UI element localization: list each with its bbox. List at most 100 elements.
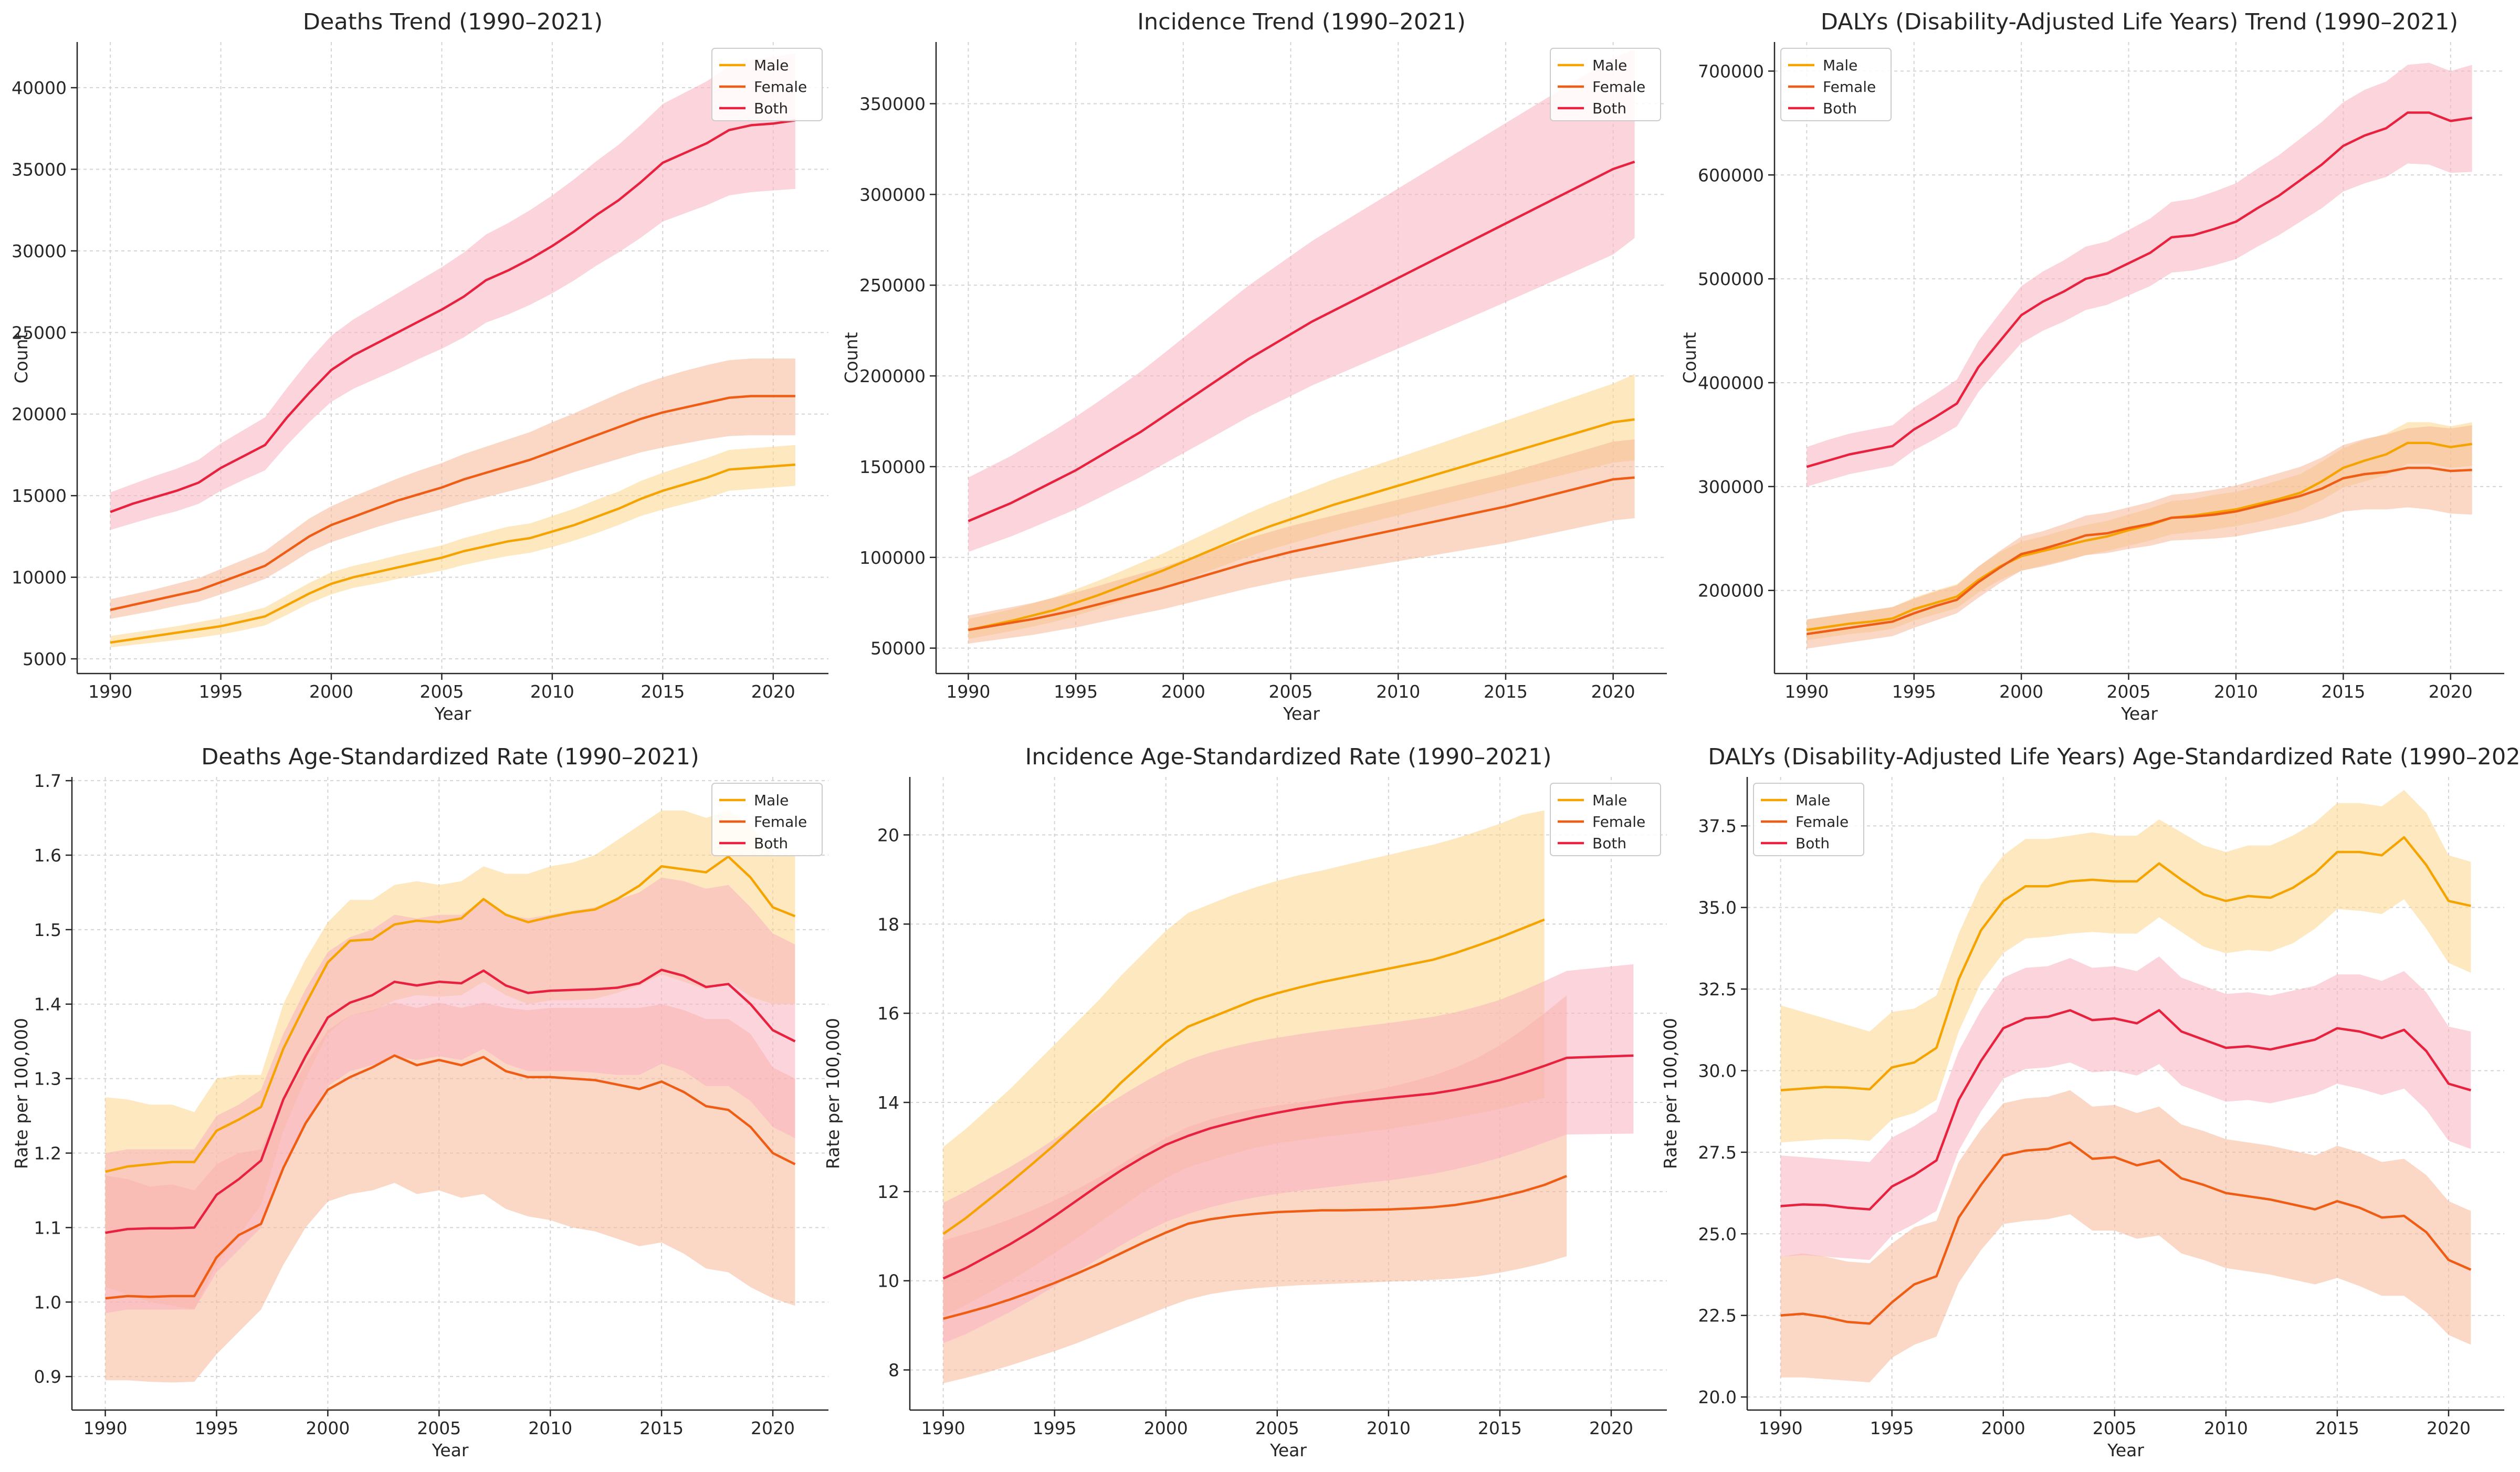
y-axis-label: Count bbox=[841, 332, 862, 383]
y-axis-label: Count bbox=[1679, 332, 1700, 383]
legend-frame bbox=[1550, 48, 1661, 121]
y-tick-label: 30.0 bbox=[1698, 1060, 1737, 1081]
chart-title: Deaths Age-Standardized Rate (1990–2021) bbox=[201, 744, 699, 770]
y-axis-label: Rate per 100,000 bbox=[11, 1018, 32, 1169]
chart-panel-6: 1990 1995 2000 2005 2010 2015 2020 20.0 22.5 25.0… bbox=[1660, 744, 2520, 1460]
y-tick-label: 700000 bbox=[1698, 61, 1764, 81]
legend-label-female: Female bbox=[1592, 813, 1645, 830]
x-tick-label: 2020 bbox=[2427, 1418, 2471, 1438]
legend-label-male: Male bbox=[1592, 792, 1627, 809]
legend-label-male: Male bbox=[1823, 57, 1857, 74]
y-tick-label: 35000 bbox=[12, 159, 67, 180]
y-tick-label: 300000 bbox=[859, 184, 926, 205]
chart-title: Incidence Age-Standardized Rate (1990–20… bbox=[1025, 744, 1552, 770]
x-tick-label: 2000 bbox=[1999, 681, 2043, 702]
x-tick-label: 1995 bbox=[1892, 681, 1936, 702]
series-line-both bbox=[942, 1054, 1634, 1280]
y-tick-label: 0.9 bbox=[34, 1366, 61, 1387]
y-tick-label: 10000 bbox=[12, 567, 67, 588]
series-line-female bbox=[1807, 466, 2472, 636]
x-tick-label: 1995 bbox=[1033, 1418, 1077, 1438]
legend-label-female: Female bbox=[1823, 78, 1876, 96]
x-tick-label: 2020 bbox=[2429, 681, 2473, 702]
x-tick-label: 2005 bbox=[2107, 681, 2151, 702]
band-both bbox=[943, 964, 1634, 1343]
legend-label-both: Both bbox=[754, 835, 788, 852]
legend: Male Female Both bbox=[1780, 48, 1892, 121]
y-tick-label: 35.0 bbox=[1698, 898, 1737, 918]
y-tick-label: 16 bbox=[877, 1003, 899, 1024]
x-tick-label: 1995 bbox=[199, 681, 243, 702]
y-tick-label: 1.6 bbox=[34, 845, 61, 866]
y-tick-label: 12 bbox=[877, 1182, 899, 1202]
y-tick-label: 600000 bbox=[1698, 165, 1764, 185]
x-tick-label: 2015 bbox=[1478, 1418, 1522, 1438]
series-line-both bbox=[105, 969, 796, 1234]
band-both bbox=[110, 53, 795, 530]
chart-panel-1: 1990 1995 2000 2005 2010 2015 2020 5000 10000 150… bbox=[11, 9, 828, 724]
x-tick-label: 2020 bbox=[1589, 1418, 1633, 1438]
y-tick-label: 150000 bbox=[859, 457, 926, 477]
y-tick-label: 20.0 bbox=[1698, 1387, 1737, 1407]
x-tick-label: 2020 bbox=[751, 1418, 795, 1438]
chart-title: DALYs (Disability-Adjusted Life Years) T… bbox=[1821, 9, 2458, 35]
x-tick-label: 2020 bbox=[1591, 681, 1635, 702]
series-line-both bbox=[1780, 1009, 2472, 1211]
y-tick-label: 37.5 bbox=[1698, 816, 1737, 836]
x-tick-label: 2000 bbox=[309, 681, 353, 702]
x-axis-label: Year bbox=[432, 1440, 469, 1460]
x-axis-label: Year bbox=[1269, 1440, 1307, 1460]
plot-area bbox=[942, 810, 1634, 1384]
y-tick-label: 20 bbox=[877, 825, 899, 845]
y-tick-label: 22.5 bbox=[1698, 1306, 1737, 1326]
y-tick-label: 5000 bbox=[23, 649, 67, 669]
band-female bbox=[968, 439, 1635, 644]
y-tick-label: 1.0 bbox=[34, 1292, 61, 1312]
x-tick-label: 2000 bbox=[1981, 1418, 2025, 1438]
series-line-male bbox=[968, 418, 1635, 632]
series-line-both bbox=[110, 119, 796, 513]
legend-label-both: Both bbox=[1796, 835, 1830, 852]
x-tick-label: 1995 bbox=[1054, 681, 1098, 702]
y-tick-label: 200000 bbox=[1698, 581, 1764, 601]
series-line-male bbox=[942, 918, 1545, 1235]
y-tick-label: 1.1 bbox=[34, 1217, 61, 1238]
x-tick-label: 2015 bbox=[639, 1418, 684, 1438]
x-tick-label: 2015 bbox=[2315, 1418, 2359, 1438]
band-both bbox=[1807, 62, 2472, 487]
y-tick-label: 400000 bbox=[1698, 373, 1764, 393]
chart-title: Incidence Trend (1990–2021) bbox=[1137, 9, 1466, 35]
series-line-both bbox=[968, 161, 1635, 522]
legend-frame bbox=[1780, 48, 1892, 121]
y-tick-label: 32.5 bbox=[1698, 979, 1737, 1000]
series-line-female bbox=[105, 1054, 796, 1300]
x-tick-label: 2020 bbox=[751, 681, 795, 702]
legend: Male Female Both bbox=[711, 48, 823, 121]
series-line-female bbox=[1780, 1141, 2472, 1325]
series-line-female bbox=[110, 395, 795, 611]
x-tick-label: 2010 bbox=[2204, 1418, 2248, 1438]
x-tick-label: 2010 bbox=[530, 681, 574, 702]
legend-label-male: Male bbox=[754, 57, 789, 74]
y-tick-label: 30000 bbox=[12, 241, 67, 261]
legend-label-female: Female bbox=[754, 78, 807, 96]
y-tick-label: 18 bbox=[877, 914, 899, 934]
y-tick-label: 200000 bbox=[859, 366, 926, 386]
band-both bbox=[1780, 956, 2471, 1260]
x-axis-label: Year bbox=[2120, 703, 2158, 724]
y-tick-label: 1.7 bbox=[34, 771, 61, 791]
x-tick-label: 1990 bbox=[88, 681, 132, 702]
band-female bbox=[105, 1002, 795, 1383]
band-male bbox=[110, 445, 795, 648]
x-tick-label: 2010 bbox=[528, 1418, 572, 1438]
plot-area bbox=[1806, 62, 2472, 649]
y-axis-label: Rate per 100,000 bbox=[823, 1018, 843, 1169]
x-tick-label: 2015 bbox=[640, 681, 685, 702]
y-tick-label: 10 bbox=[877, 1271, 899, 1291]
y-tick-label: 50000 bbox=[870, 638, 926, 659]
series-line-male bbox=[105, 855, 796, 1173]
legend-label-male: Male bbox=[754, 792, 789, 809]
y-tick-label: 20000 bbox=[12, 404, 67, 425]
y-tick-label: 1.5 bbox=[34, 920, 61, 940]
